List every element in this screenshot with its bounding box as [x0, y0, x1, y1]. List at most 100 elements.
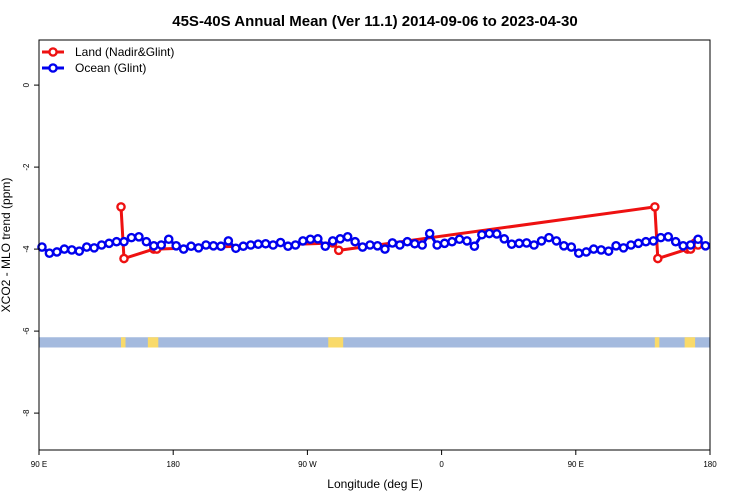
- series-1-point-82: [648, 236, 659, 246]
- series-0-point-0: [116, 202, 126, 212]
- series-1-point-72: [573, 248, 584, 258]
- land-patch-3: [654, 337, 660, 348]
- x-ticks: 90 E 180 90 W 0 90 E 180: [31, 450, 717, 469]
- series-1-point-42: [350, 236, 360, 247]
- y-axis-label: XCO2 - MLO trend (ppm): [0, 178, 13, 313]
- legend-marker-0: [48, 47, 58, 57]
- series-1-point-20: [186, 241, 196, 252]
- series-1-point-44: [365, 240, 375, 250]
- series-1-point-62: [499, 234, 510, 244]
- series-1-point-55: [447, 236, 457, 247]
- series-1-point-76: [603, 246, 614, 256]
- series-1-point-65: [521, 238, 532, 248]
- series-1-point-26: [231, 243, 241, 254]
- y-ticks: 0 -2 -4 -6 -8: [22, 82, 39, 417]
- series-1-point-15: [149, 241, 159, 251]
- land-patch-4: [684, 337, 696, 348]
- series-1-point-35: [298, 236, 308, 246]
- series-1-point-45: [372, 241, 383, 251]
- y-tick-label-3: -6: [22, 327, 31, 335]
- series-1-point-6: [81, 242, 92, 252]
- y-tick-label-2: -4: [22, 245, 31, 253]
- series-1-point-89: [700, 241, 711, 251]
- series-1-point-18: [171, 241, 181, 251]
- series-1-point-7: [89, 243, 99, 253]
- series-1-point-8: [96, 240, 107, 250]
- series-1-point-27: [238, 241, 249, 252]
- series-1-point-31: [268, 240, 278, 250]
- series-1-point-56: [454, 234, 465, 245]
- series-1-point-86: [678, 241, 688, 251]
- series-1-point-46: [380, 244, 390, 254]
- series-0-point-7: [653, 253, 663, 264]
- y-tick-label-4: -8: [22, 409, 31, 417]
- series-1-point-12: [126, 232, 137, 243]
- series-1-point-5: [74, 246, 85, 256]
- series-1-point-24: [216, 241, 226, 252]
- series-1-point-60: [484, 228, 495, 239]
- series-1-point-23: [208, 241, 219, 251]
- legend-marker-1: [48, 63, 58, 73]
- series-1-point-32: [275, 237, 286, 248]
- x-tick-label-0: 90 E: [31, 460, 47, 469]
- x-tick-label-2: 90 W: [298, 460, 317, 469]
- land-patch-2: [328, 337, 344, 348]
- series-1-point-59: [477, 229, 487, 240]
- series-1-point-1: [44, 248, 55, 258]
- series-1-point-66: [529, 240, 539, 250]
- series-1-point-25: [223, 236, 234, 246]
- series-1-point-39: [327, 236, 338, 246]
- series-1-point-64: [514, 238, 524, 249]
- series-1-point-54: [439, 238, 450, 249]
- series-1-point-47: [387, 238, 398, 248]
- series-1-point-75: [596, 245, 606, 255]
- legend-label-0: Land (Nadir&Glint): [75, 45, 174, 59]
- legend-label-1: Ocean (Glint): [75, 61, 146, 75]
- series-1-point-78: [618, 243, 629, 253]
- legend: Land (Nadir&Glint) Ocean (Glint): [42, 45, 174, 75]
- series-1-point-58: [469, 241, 480, 252]
- series-1-point-52: [424, 228, 435, 239]
- series-1-point-17: [163, 234, 174, 245]
- land-patch-0: [121, 337, 126, 348]
- x-tick-label-5: 180: [703, 460, 717, 469]
- series-1-point-88: [693, 234, 703, 245]
- series-1-point-83: [655, 232, 666, 243]
- series-1-point-28: [245, 240, 256, 250]
- x-tick-label-1: 180: [167, 460, 181, 469]
- series-1-point-77: [611, 241, 621, 251]
- series-1-point-21: [193, 243, 204, 253]
- series-1-point-79: [626, 240, 636, 250]
- ocean-band: [39, 337, 710, 348]
- y-tick-label-0: 0: [22, 82, 31, 87]
- series-1-point-3: [59, 244, 70, 254]
- series-1-point-9: [104, 238, 114, 249]
- series-1-point-74: [588, 244, 599, 254]
- chart-title: 45S-40S Annual Mean (Ver 11.1) 2014-09-0…: [172, 13, 578, 30]
- series-1-point-14: [141, 236, 152, 247]
- y-tick-label-1: -2: [22, 163, 31, 171]
- series-1-point-85: [670, 236, 681, 247]
- series-1-point-68: [544, 232, 554, 243]
- x-tick-label-3: 0: [439, 460, 444, 469]
- series-1-point-43: [357, 242, 368, 252]
- x-tick-label-4: 90 E: [568, 460, 584, 469]
- series-1-point-10: [111, 236, 122, 247]
- series-1-point-73: [581, 247, 592, 257]
- series-layer: [37, 202, 711, 264]
- series-1-point-50: [409, 238, 420, 249]
- series-1-point-41: [342, 231, 353, 242]
- series-1-point-36: [305, 234, 316, 245]
- series-1-point-19: [178, 244, 189, 254]
- series-0-point-6: [650, 202, 660, 212]
- land-mask: [39, 337, 710, 348]
- series-1-point-4: [67, 245, 77, 255]
- series-1-point-57: [462, 236, 472, 246]
- series-1-point-70: [559, 241, 569, 251]
- series-1-point-51: [417, 240, 428, 250]
- series-1-point-37: [313, 234, 323, 244]
- series-1-point-33: [283, 241, 293, 252]
- series-1-point-80: [633, 238, 644, 249]
- series-1-point-48: [395, 240, 405, 250]
